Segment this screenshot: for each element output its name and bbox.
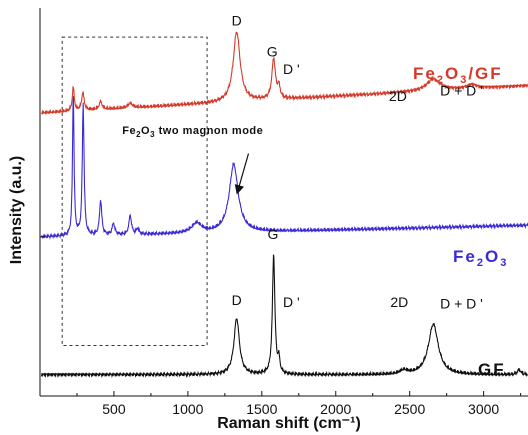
- peak-label: D: [232, 292, 242, 308]
- two-magnon-annotation: Fe2O3 two magnon mode: [122, 125, 263, 139]
- peak-label: G: [267, 226, 278, 242]
- series-label-fe2o3-gf: Fe2O3/GF: [413, 64, 503, 86]
- x-tick-label: 2000: [320, 401, 351, 417]
- x-tick-label: 2500: [394, 401, 425, 417]
- series-label-fe2o3: Fe2O3: [453, 247, 508, 269]
- x-tick-label: 500: [102, 401, 126, 417]
- series-label-gf: GF: [478, 360, 506, 379]
- annotation-arrow: [234, 153, 250, 195]
- peak-label: G: [267, 44, 278, 60]
- peak-label: D: [232, 12, 242, 28]
- x-tick-label: 1000: [172, 401, 203, 417]
- peak-label: 2D: [390, 294, 408, 310]
- peak-label: D ': [283, 61, 300, 77]
- peak-label: D ': [283, 294, 300, 310]
- x-tick-label: 1500: [246, 401, 277, 417]
- series-line-1: [41, 96, 528, 240]
- peak-label: D + D ': [440, 82, 483, 98]
- peak-label: 2D: [389, 88, 407, 104]
- x-axis-label: Raman shift (cm⁻¹): [217, 415, 361, 432]
- label-layer: DGD '2D D + D 'DGD ' 2D D + D 'Fe2O3/GFFe2O…: [122, 12, 508, 379]
- highlight-box-layer: [61, 36, 208, 347]
- peak-label: D + D ': [440, 296, 483, 312]
- axis-layer: 500 1000 1500 2000 2500 3000: [39, 8, 528, 417]
- series-line-0: [41, 31, 528, 115]
- series-layer: [40, 31, 528, 379]
- x-tick-label: 3000: [468, 401, 499, 417]
- y-axis-label: Intensity (a.u.): [8, 156, 25, 264]
- series-line-2: [40, 254, 528, 379]
- highlight-box: [61, 36, 208, 347]
